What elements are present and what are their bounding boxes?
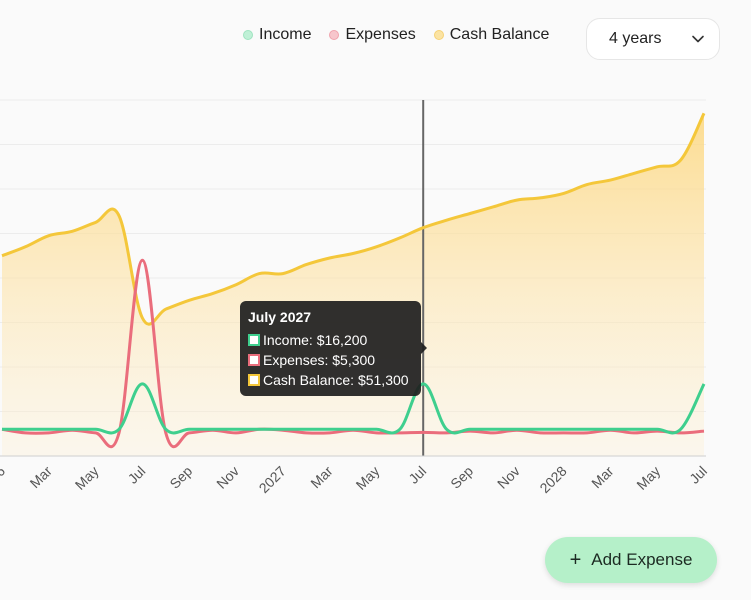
legend-label-cash-balance: Cash Balance xyxy=(449,26,550,43)
expenses-dot-icon xyxy=(329,30,340,40)
x-tick-label: 2026 xyxy=(0,463,8,496)
tooltip-cash-balance-value: Cash Balance: $51,300 xyxy=(263,372,409,388)
plus-icon: + xyxy=(569,549,582,571)
cash-balance-area xyxy=(2,113,704,457)
chart-legend: Income Expenses Cash Balance xyxy=(243,26,549,44)
x-tick-label: Jul xyxy=(686,463,710,487)
cash-balance-dot-icon xyxy=(433,30,444,40)
x-tick-label: May xyxy=(72,463,102,493)
x-tick-label: Jul xyxy=(405,463,429,487)
income-swatch-icon xyxy=(248,334,260,346)
x-tick-label: May xyxy=(633,463,663,493)
income-dot-icon xyxy=(243,30,253,40)
legend-label-income: Income xyxy=(259,26,312,43)
x-tick-label: Sep xyxy=(447,463,476,492)
add-expense-button[interactable]: + Add Expense xyxy=(545,537,717,583)
x-tick-label: 2027 xyxy=(256,463,289,496)
range-select[interactable]: 4 years xyxy=(586,18,720,60)
cash-balance-swatch-icon xyxy=(248,374,260,386)
tooltip-title: July 2027 xyxy=(248,309,312,325)
cash-balance-line xyxy=(1,112,706,326)
tooltip-row-expenses: Expenses: $5,300 xyxy=(248,350,413,370)
x-tick-label: Jul xyxy=(125,463,149,487)
x-tick-label: Nov xyxy=(494,463,523,492)
x-tick-label: May xyxy=(353,463,383,493)
legend-item-income[interactable]: Income xyxy=(243,26,311,44)
range-select-value: 4 years xyxy=(609,30,662,47)
add-expense-label: Add Expense xyxy=(591,550,693,569)
x-tick-label: Sep xyxy=(166,463,195,492)
x-tick-label: Mar xyxy=(27,463,56,492)
x-tick-label: Mar xyxy=(588,463,617,492)
tooltip-income-value: Income: $16,200 xyxy=(263,332,368,348)
chevron-down-icon xyxy=(692,35,704,43)
x-tick-label: Nov xyxy=(213,463,242,492)
tooltip-row-cash-balance: Cash Balance: $51,300 xyxy=(248,370,413,390)
income-line xyxy=(2,382,706,435)
legend-item-expenses[interactable]: Expenses xyxy=(329,26,416,44)
expenses-swatch-icon xyxy=(248,354,260,366)
legend-label-expenses: Expenses xyxy=(345,26,416,43)
legend-item-cash-balance[interactable]: Cash Balance xyxy=(433,26,550,44)
x-tick-label: Mar xyxy=(307,463,336,492)
hover-tooltip: July 2027 Income: $16,200 Expenses: $5,3… xyxy=(240,301,427,396)
x-tick-label: 2028 xyxy=(536,463,569,496)
tooltip-row-income: Income: $16,200 xyxy=(248,330,413,350)
tooltip-expenses-value: Expenses: $5,300 xyxy=(263,352,376,368)
